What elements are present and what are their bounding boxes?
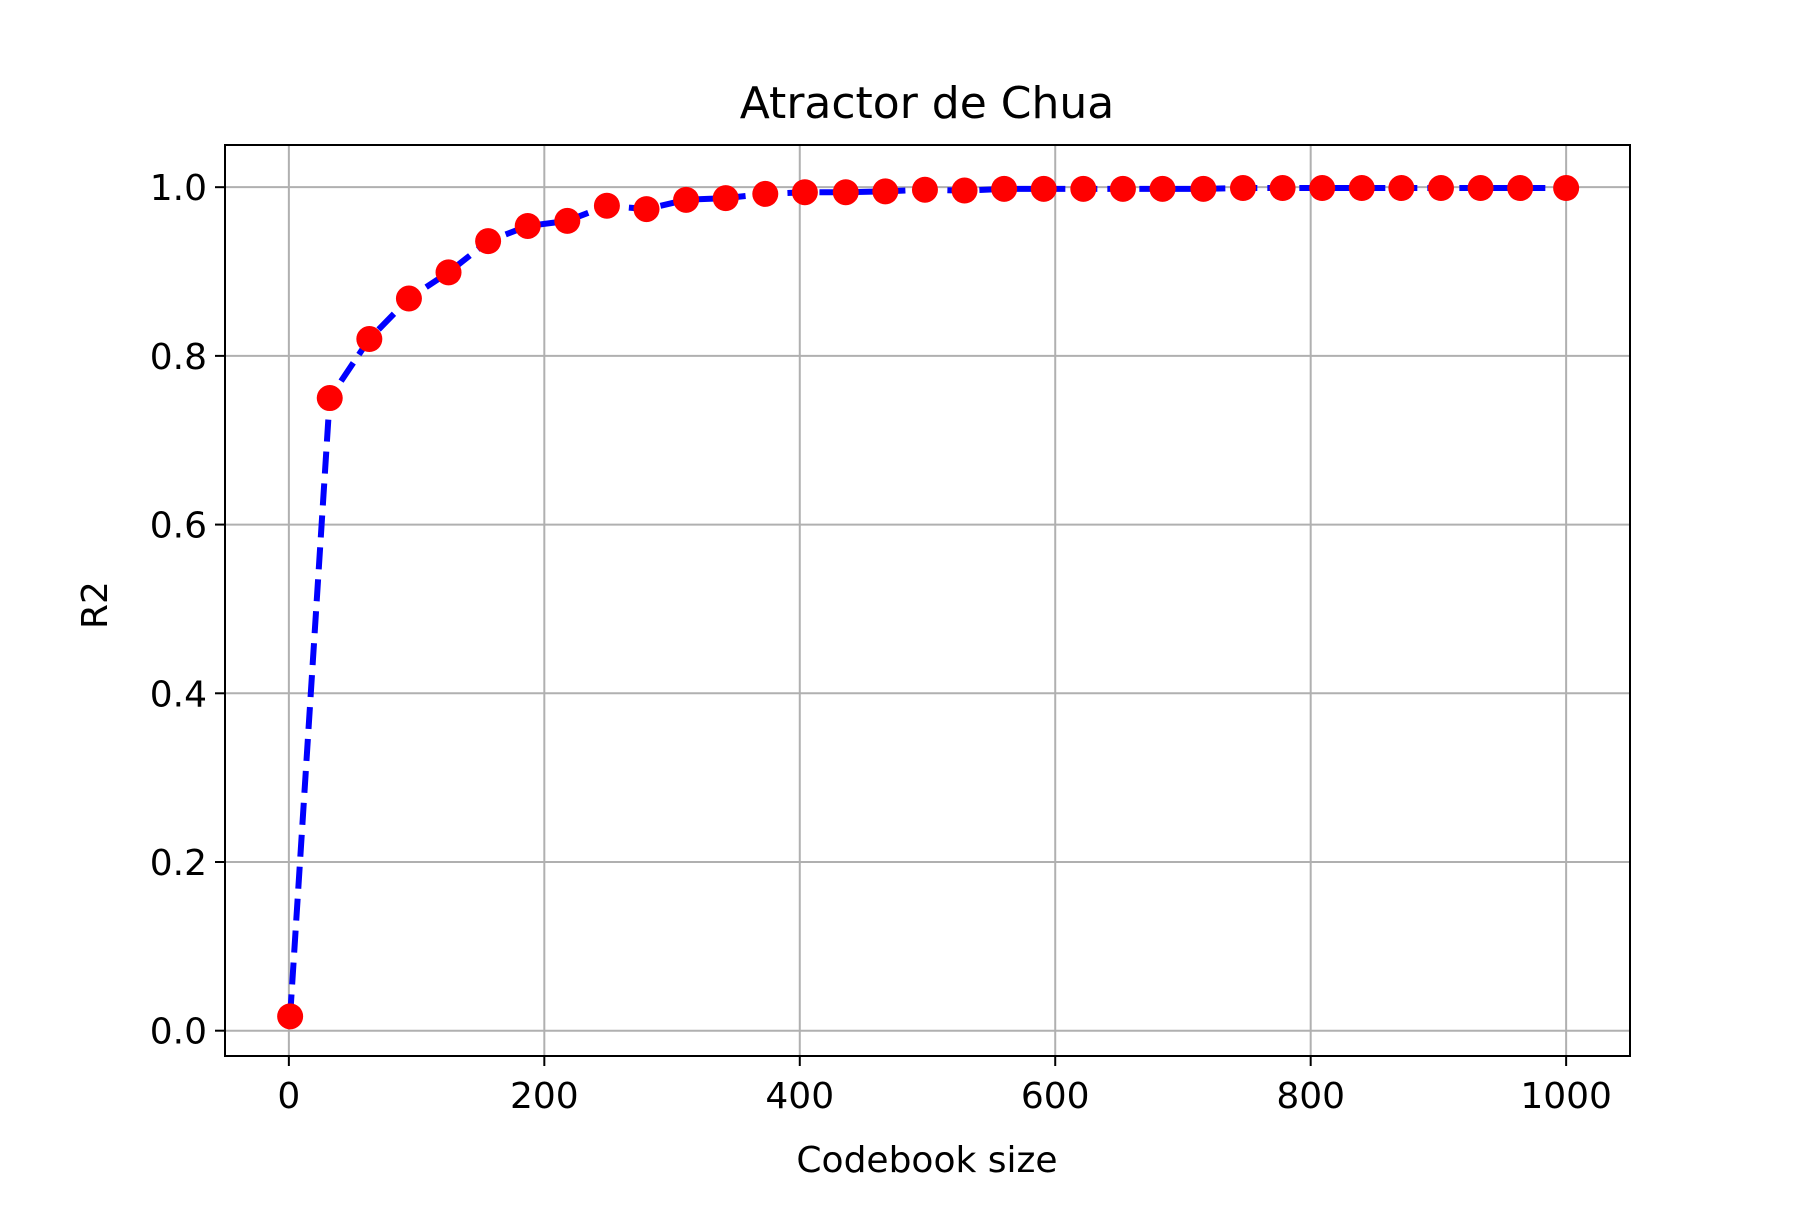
data-point <box>633 196 660 223</box>
plot-frame <box>224 144 1631 1057</box>
data-point <box>752 180 779 207</box>
data-point <box>435 259 462 286</box>
data-point <box>316 385 343 412</box>
data-point <box>1427 175 1454 202</box>
y-axis-label: R2 <box>75 581 116 629</box>
y-tick-label: 0.6 <box>150 506 207 547</box>
y-tick-label: 0.8 <box>150 337 207 378</box>
data-point <box>1553 175 1580 202</box>
data-point <box>1467 175 1494 202</box>
data-point <box>872 178 899 205</box>
data-point <box>791 179 818 206</box>
x-tick-label: 600 <box>1021 1076 1090 1117</box>
data-point <box>514 212 541 239</box>
data-point <box>395 285 422 312</box>
y-axis-ticks: 0.0 0.2 0.4 0.6 0.8 1.0 <box>150 168 225 1053</box>
y-tick-label: 0.4 <box>150 674 207 715</box>
x-tick-label: 400 <box>765 1076 834 1117</box>
x-axis-label: Codebook size <box>796 1140 1057 1181</box>
data-point <box>832 179 859 206</box>
y-tick-label: 1.0 <box>150 168 207 209</box>
x-tick-label: 200 <box>510 1076 579 1117</box>
data-point <box>673 186 700 213</box>
data-point <box>712 185 739 212</box>
x-tick-label: 1000 <box>1520 1076 1612 1117</box>
data-point <box>1229 175 1256 202</box>
data-point <box>1149 175 1176 202</box>
data-point <box>1348 175 1375 202</box>
data-point <box>554 207 581 234</box>
data-point <box>1309 175 1336 202</box>
data-point <box>277 1003 304 1030</box>
data-point <box>1070 175 1097 202</box>
data-point <box>991 175 1018 202</box>
y-tick-label: 0.2 <box>150 843 207 884</box>
series-layer <box>277 175 1580 1030</box>
data-point <box>475 228 502 255</box>
y-tick-label: 0.0 <box>150 1012 207 1053</box>
data-point <box>1030 175 1057 202</box>
data-point <box>1388 175 1415 202</box>
data-point <box>1507 175 1534 202</box>
x-tick-label: 800 <box>1276 1076 1345 1117</box>
data-point <box>911 176 938 203</box>
grid <box>225 145 1630 1056</box>
x-axis-ticks: 0 200 400 600 800 1000 <box>277 1056 1612 1117</box>
data-point <box>951 177 978 204</box>
chart-title: Atractor de Chua <box>740 78 1115 129</box>
data-point <box>1269 175 1296 202</box>
data-point <box>1190 175 1217 202</box>
data-point <box>356 326 383 353</box>
data-point <box>593 192 620 219</box>
data-point <box>1109 175 1136 202</box>
x-tick-label: 0 <box>277 1076 300 1117</box>
